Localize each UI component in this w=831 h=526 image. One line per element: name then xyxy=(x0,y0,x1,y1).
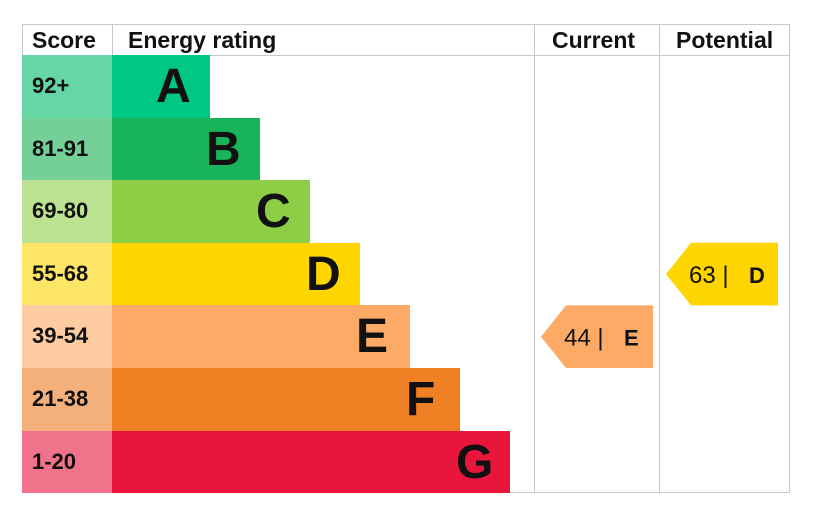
rating-letter-d: D xyxy=(306,247,341,301)
rating-letter-c: C xyxy=(256,185,291,239)
score-cell-b: 81-91 xyxy=(22,117,112,181)
column-divider-current xyxy=(659,24,660,493)
rating-letter-f: F xyxy=(406,373,436,426)
rating-letter-e: E xyxy=(356,310,389,364)
score-header: Score xyxy=(32,27,96,53)
score-cell-e: 39-54 xyxy=(22,305,112,368)
score-cell-d: 55-68 xyxy=(22,242,112,306)
rating-letter-g: G xyxy=(456,435,494,489)
rating-bar-e xyxy=(112,305,410,368)
rating-letter-b: B xyxy=(206,122,241,176)
current-rating-band: E xyxy=(624,326,639,351)
header-divider xyxy=(22,55,790,56)
rating-letter-a: A xyxy=(156,60,191,113)
score-cell-g: 1-20 xyxy=(22,430,112,494)
current-rating-arrow xyxy=(541,305,653,368)
rating-bar-f xyxy=(112,368,460,431)
current-header: Current xyxy=(552,27,636,53)
potential-rating-band: D xyxy=(749,263,765,288)
current-rating-value: 44 | xyxy=(564,325,604,352)
potential-rating-value: 63 | xyxy=(689,262,729,289)
rating-bar-a xyxy=(112,55,210,118)
potential-rating-arrow xyxy=(666,242,778,306)
potential-header: Potential xyxy=(676,27,774,53)
score-cell-f: 21-38 xyxy=(22,368,112,431)
score-cell-a: 92+ xyxy=(22,55,112,118)
rating-bar-b xyxy=(112,117,260,181)
energy-rating-header: Energy rating xyxy=(128,27,277,53)
rating-bar-d xyxy=(112,242,360,306)
rating-bar-c xyxy=(112,180,310,243)
rating-bar-g xyxy=(112,430,510,494)
score-cell-c: 69-80 xyxy=(22,180,112,243)
column-divider-rating xyxy=(534,24,535,493)
